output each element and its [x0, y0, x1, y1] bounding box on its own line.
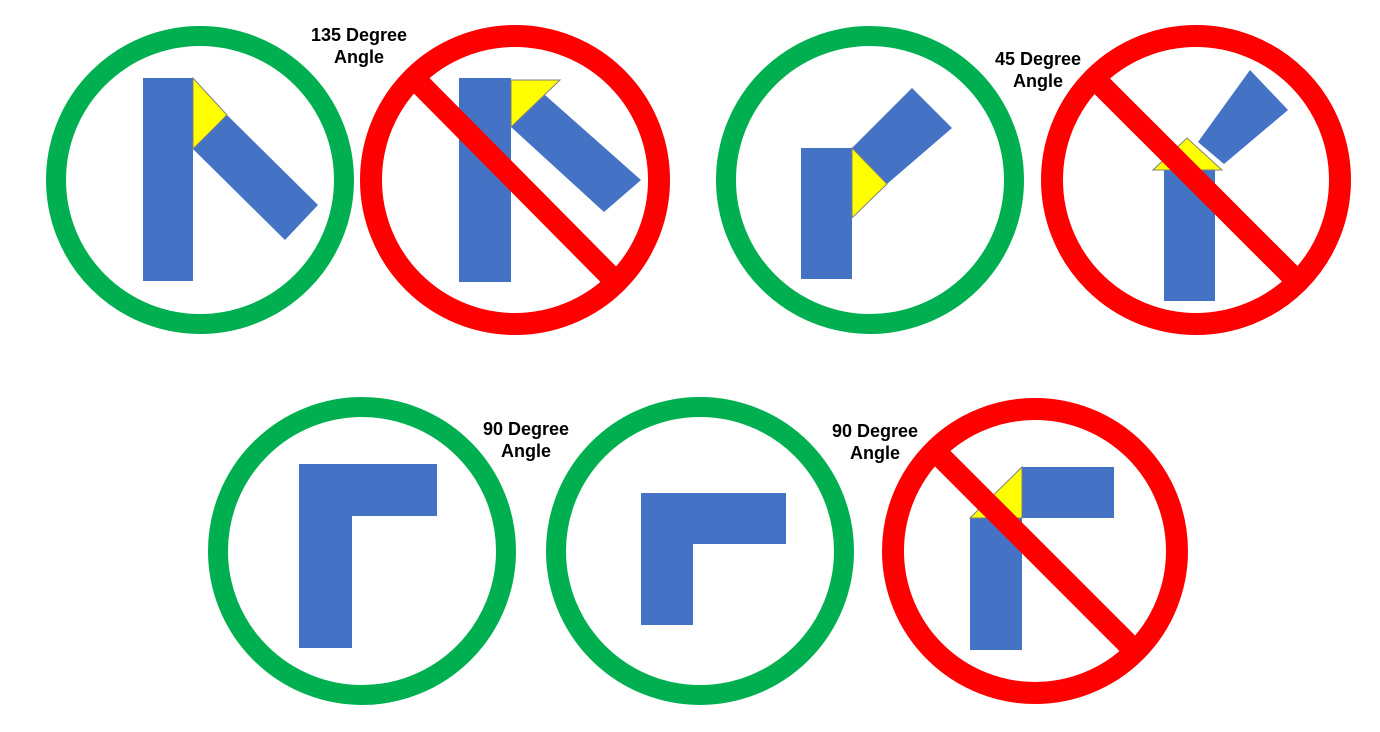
forbidden-slash — [927, 443, 1143, 659]
diagonal-block — [511, 95, 641, 212]
sign-90-allowed-a — [208, 397, 516, 705]
horizontal-block — [299, 464, 437, 516]
sign-90-allowed-b — [546, 397, 854, 705]
forbidden-ring — [882, 398, 1188, 704]
forbidden-slash — [1086, 70, 1306, 290]
sign-135-allowed — [46, 26, 354, 334]
angle-label-90-a: 90 Degree Angle — [456, 418, 596, 462]
angle-label-line1: 135 Degree — [310, 25, 408, 45]
vertical-block — [641, 493, 693, 625]
vertical-block — [143, 78, 193, 281]
vertical-block — [801, 148, 852, 279]
angle-label-line2: Angle — [849, 443, 900, 463]
diagonal-block — [1198, 70, 1288, 164]
forbidden-slash — [405, 69, 625, 291]
sign-90-forbidden — [882, 398, 1188, 704]
angle-label-line2: Angle — [1012, 71, 1063, 91]
allowed-ring — [716, 26, 1024, 334]
angle-label-line2: Angle — [333, 47, 384, 67]
diagonal-block — [193, 115, 318, 240]
forbidden-ring — [1041, 25, 1351, 335]
angle-label-line1: 90 Degree — [482, 419, 570, 439]
angle-label-135: 135 Degree Angle — [289, 24, 429, 68]
vertical-block — [299, 516, 352, 648]
angle-label-line1: 90 Degree — [831, 421, 919, 441]
allowed-ring — [208, 397, 516, 705]
sign-135-forbidden — [360, 25, 670, 335]
angle-label-90-b: 90 Degree Angle — [805, 420, 945, 464]
sign-45-allowed — [716, 26, 1024, 334]
angle-wedge — [851, 146, 888, 220]
horizontal-block — [693, 493, 786, 544]
angle-label-45: 45 Degree Angle — [968, 48, 1108, 92]
angle-label-line1: 45 Degree — [994, 49, 1082, 69]
sign-45-forbidden — [1041, 25, 1351, 335]
allowed-ring — [546, 397, 854, 705]
angle-label-line2: Angle — [500, 441, 551, 461]
angle-wedge — [510, 79, 562, 129]
forbidden-ring — [360, 25, 670, 335]
horizontal-block — [1022, 467, 1114, 518]
allowed-ring — [46, 26, 354, 334]
diagonal-block — [852, 88, 952, 184]
angle-wedge — [192, 76, 228, 151]
